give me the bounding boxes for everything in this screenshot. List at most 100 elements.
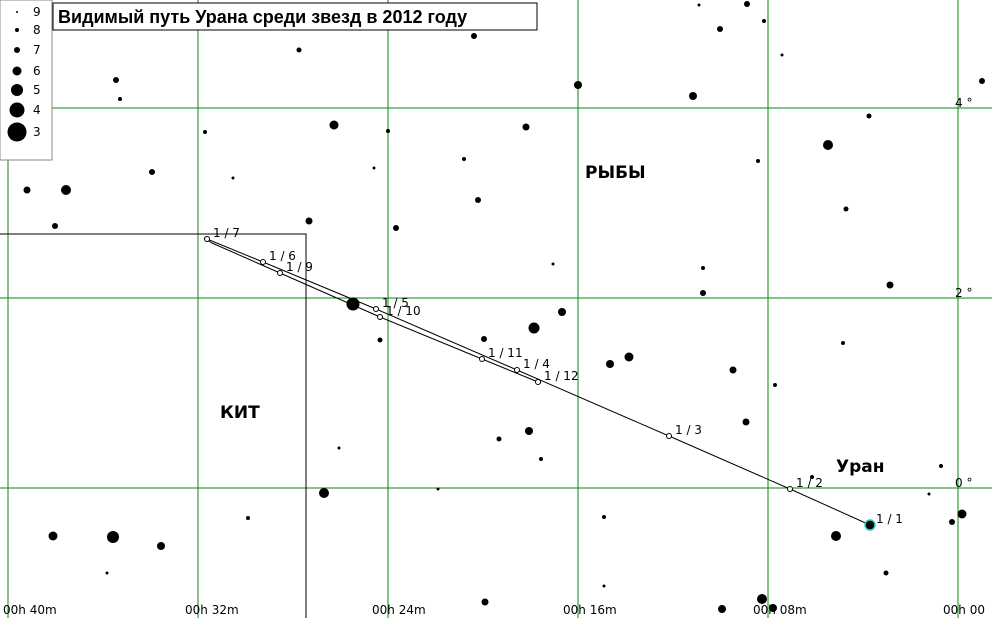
star (927, 492, 931, 496)
title-box (52, 2, 538, 31)
star (843, 206, 849, 212)
star (606, 360, 614, 368)
star (697, 3, 701, 7)
date-label: 1 / 5 (382, 296, 409, 310)
date-marker (666, 433, 672, 439)
star (551, 262, 555, 266)
star (742, 418, 750, 426)
ra-label: 00h 00 (943, 603, 985, 617)
star (756, 159, 760, 163)
star (48, 531, 58, 541)
star (558, 308, 566, 316)
star (105, 571, 109, 575)
star (329, 120, 339, 130)
date-label: 1 / 1 (876, 512, 903, 526)
star (602, 584, 606, 588)
star (462, 157, 466, 161)
ra-label: 00h 40m (3, 603, 57, 617)
star (118, 97, 122, 101)
star (823, 140, 833, 150)
date-marker (514, 367, 520, 373)
star (231, 176, 235, 180)
star (701, 266, 705, 270)
star (113, 77, 119, 83)
legend-dot (16, 11, 18, 13)
stars (23, 1, 985, 613)
legend-label: 4 (33, 103, 41, 117)
date-marker (277, 270, 283, 276)
legend-dot (11, 84, 23, 96)
ra-label: 00h 16m (563, 603, 617, 617)
star (939, 464, 943, 468)
star (718, 605, 726, 613)
star (769, 604, 777, 612)
star (337, 446, 341, 450)
constellation-name: КИТ (220, 403, 260, 423)
date-marker (479, 356, 485, 362)
legend-dot (15, 28, 19, 32)
star (149, 169, 155, 175)
star (52, 223, 58, 229)
star (717, 26, 723, 32)
star (539, 457, 543, 461)
date-marker (787, 486, 793, 492)
star (377, 337, 383, 343)
title: Видимый путь Урана среди звезд в 2012 го… (58, 7, 467, 27)
legend-label: 5 (33, 83, 41, 97)
date-marker (535, 379, 541, 385)
date-marker (377, 314, 383, 320)
star (949, 519, 955, 525)
dec-label: 4 ° (955, 96, 972, 110)
star (866, 113, 872, 119)
star (157, 542, 165, 550)
legend-label: 8 (33, 23, 41, 37)
star (319, 488, 329, 498)
star (831, 531, 841, 541)
legend-label: 6 (33, 64, 41, 78)
star (471, 33, 477, 39)
star (757, 594, 767, 604)
ra-label: 00h 24m (372, 603, 426, 617)
uranus (864, 519, 876, 531)
star (689, 92, 697, 100)
date-label: 1 / 12 (544, 369, 579, 383)
planet-name: Уран (836, 457, 885, 477)
date-label: 1 / 9 (286, 260, 313, 274)
date-label: 1 / 10 (386, 304, 421, 318)
star (393, 225, 399, 231)
star (624, 352, 634, 362)
date-label: 1 / 4 (523, 357, 550, 371)
date-marker (204, 236, 210, 242)
star (883, 570, 889, 576)
star (979, 78, 985, 84)
legend-box (0, 0, 53, 161)
star (780, 53, 784, 57)
date-marker (373, 306, 379, 312)
star (810, 475, 814, 479)
legend-dot (12, 66, 22, 76)
star (296, 47, 302, 53)
star (107, 531, 119, 543)
constellation-name: РЫБЫ (585, 163, 646, 183)
star (246, 516, 250, 520)
star (574, 81, 582, 89)
legend-dot (14, 47, 20, 53)
date-marker (260, 259, 266, 265)
star (762, 19, 766, 23)
legend-dot (7, 122, 27, 142)
constellation-boundary (0, 233, 307, 618)
star (481, 336, 487, 342)
star (23, 186, 31, 194)
star (436, 487, 440, 491)
star (61, 185, 71, 195)
legend-dot (9, 102, 25, 118)
dec-label: 2 ° (955, 286, 972, 300)
dec-label: 0 ° (955, 476, 972, 490)
ra-label: 00h 08m (753, 603, 807, 617)
date-label: 1 / 2 (796, 476, 823, 490)
star (305, 217, 313, 225)
legend-label: 3 (33, 125, 41, 139)
star (528, 322, 540, 334)
